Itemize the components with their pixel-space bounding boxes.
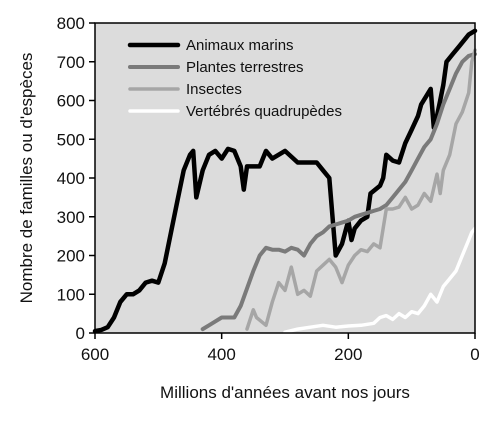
series-layer xyxy=(92,28,478,334)
legend-label-2: Plantes terrestres xyxy=(186,59,304,76)
x-tick-label: 400 xyxy=(207,345,235,364)
x-tick-label: 600 xyxy=(81,345,109,364)
y-tick-label: 400 xyxy=(57,169,85,188)
y-tick-label: 800 xyxy=(57,14,85,33)
legend-label-1: Animaux marins xyxy=(186,37,294,54)
legend-label-4: Vertébrés quadrupèdes xyxy=(186,103,342,120)
x-axis-title: Millions d'années avant nos jours xyxy=(160,383,410,402)
legend: Animaux marins Plantes terrestres Insectes… xyxy=(127,37,342,120)
y-tick-label: 100 xyxy=(57,285,85,304)
y-tick-label: 600 xyxy=(57,92,85,111)
y-tick-label: 500 xyxy=(57,130,85,149)
ticks-layer: 0 100 200 300 400 500 600 700 800 600 400 200 0 xyxy=(57,14,480,364)
y-axis-title: Nombre de familles ou d'espèces xyxy=(17,53,36,304)
y-tick-label: 0 xyxy=(76,324,85,343)
x-tick-label: 0 xyxy=(470,345,479,364)
legend-label-3: Insectes xyxy=(186,81,242,98)
y-tick-label: 300 xyxy=(57,208,85,227)
x-tick-label: 200 xyxy=(334,345,362,364)
y-tick-label: 700 xyxy=(57,53,85,72)
series-line-3 xyxy=(245,48,477,331)
series-line-2 xyxy=(200,52,477,332)
series-line-1 xyxy=(92,28,478,334)
y-tick-label: 200 xyxy=(57,247,85,266)
series-line-4 xyxy=(283,226,477,334)
